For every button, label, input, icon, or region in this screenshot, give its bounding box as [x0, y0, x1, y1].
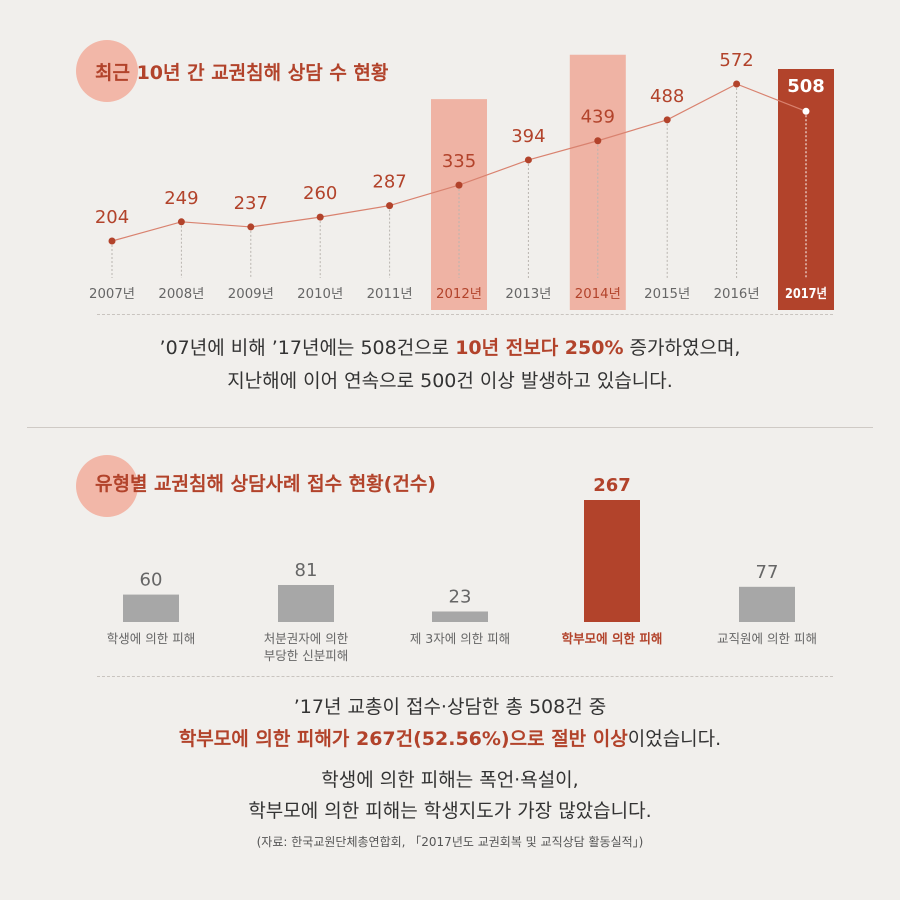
category-label-1: 2008년 [158, 287, 204, 302]
title-decor-circle [76, 455, 138, 517]
bar-value-label-0: 60 [140, 570, 163, 591]
bar-category-label-1: 부당한 신분피해 [264, 648, 348, 663]
value-label-8: 488 [650, 86, 684, 107]
bar-category-label-2: 제 3자에 의한 피해 [410, 631, 510, 646]
bar-category-label-4: 교직원에 의한 피해 [717, 631, 817, 646]
category-label-0: 2007년 [89, 287, 135, 302]
bar-value-label-2: 23 [449, 586, 472, 607]
value-label-2: 237 [234, 193, 268, 214]
data-point-2 [247, 223, 255, 231]
bar-4 [739, 586, 795, 622]
bar-0 [123, 594, 179, 622]
value-label-7: 439 [581, 107, 615, 128]
bar-3 [584, 500, 640, 622]
value-label-5: 335 [442, 151, 476, 172]
value-label-0: 204 [95, 207, 129, 228]
value-label-10: 508 [787, 76, 825, 97]
data-point-8 [663, 116, 671, 124]
summary2-line4: 학부모에 의한 피해는 학생지도가 가장 많았습니다. [248, 800, 652, 822]
data-point-6 [524, 156, 532, 164]
category-label-7: 2014년 [575, 287, 621, 302]
category-label-2: 2009년 [228, 287, 274, 302]
value-label-4: 287 [372, 172, 406, 193]
summary1-line1: ’07년에 비해 ’17년에는 508건으로 10년 전보다 250% 증가하였… [0, 333, 900, 360]
category-label-9: 2016년 [714, 287, 760, 302]
category-label-5: 2012년 [436, 287, 482, 302]
chart2-divider [97, 676, 833, 677]
value-label-9: 572 [719, 50, 753, 71]
bar-1 [278, 584, 334, 622]
data-point-3 [316, 213, 324, 221]
category-label-6: 2013년 [505, 287, 551, 302]
source-note: (자료: 한국교원단체총연합회, 「2017년도 교권회복 및 교직상담 활동실… [256, 835, 644, 849]
section-divider [27, 427, 873, 428]
value-label-6: 394 [511, 126, 545, 147]
summary1-text-b: 증가하였으며, [623, 337, 741, 359]
bar-category-label-1: 처분권자에 의한 [264, 631, 349, 646]
summary1-line2: 지난해에 이어 연속으로 500건 이상 발생하고 있습니다. [227, 370, 673, 392]
category-label-8: 2015년 [644, 287, 690, 302]
bar-value-label-4: 77 [756, 562, 779, 583]
summary2-text: 이었습니다. [627, 728, 722, 750]
chart2-title: 유형별 교권침해 상담사례 접수 현황(건수) [95, 473, 436, 495]
summary1-highlight: 10년 전보다 250% [455, 337, 624, 359]
data-point-7 [594, 137, 602, 145]
data-point-10 [802, 107, 810, 115]
data-point-1 [177, 218, 185, 226]
chart1-divider [97, 314, 833, 315]
title-decor-circle [76, 40, 138, 102]
data-point-5 [455, 181, 463, 189]
summary2-highlight: 학부모에 의한 피해가 267건(52.56%)으로 절반 이상 [178, 728, 628, 750]
line-chart: 204 2007년 249 2008년 237 2009년 260 2010년 287 2011년… [89, 50, 834, 310]
summary2-line1: ’17년 교총이 접수·상담한 총 508건 중 [293, 696, 607, 718]
data-point-0 [108, 237, 116, 245]
category-label-10: 2017년 [785, 287, 827, 302]
category-label-4: 2011년 [367, 287, 413, 302]
summary2-line2: 학부모에 의한 피해가 267건(52.56%)으로 절반 이상이었습니다. [0, 724, 900, 751]
bar-value-label-1: 81 [295, 560, 318, 581]
summary1-text-a: ’07년에 비해 ’17년에는 508건으로 [159, 337, 456, 359]
bar-category-label-0: 학생에 의한 피해 [107, 631, 195, 646]
data-point-4 [386, 202, 394, 210]
data-point-9 [733, 80, 741, 88]
value-label-1: 249 [164, 188, 198, 209]
bar-category-label-3: 학부모에 의한 피해 [562, 631, 663, 646]
bar-2 [432, 611, 488, 622]
chart1-title: 최근 10년 간 교권침해 상담 수 현황 [95, 62, 389, 84]
bar-value-label-3: 267 [593, 475, 631, 496]
category-label-3: 2010년 [297, 287, 343, 302]
value-label-3: 260 [303, 183, 337, 204]
summary2-line3: 학생에 의한 피해는 폭언·욕설이, [321, 769, 579, 791]
